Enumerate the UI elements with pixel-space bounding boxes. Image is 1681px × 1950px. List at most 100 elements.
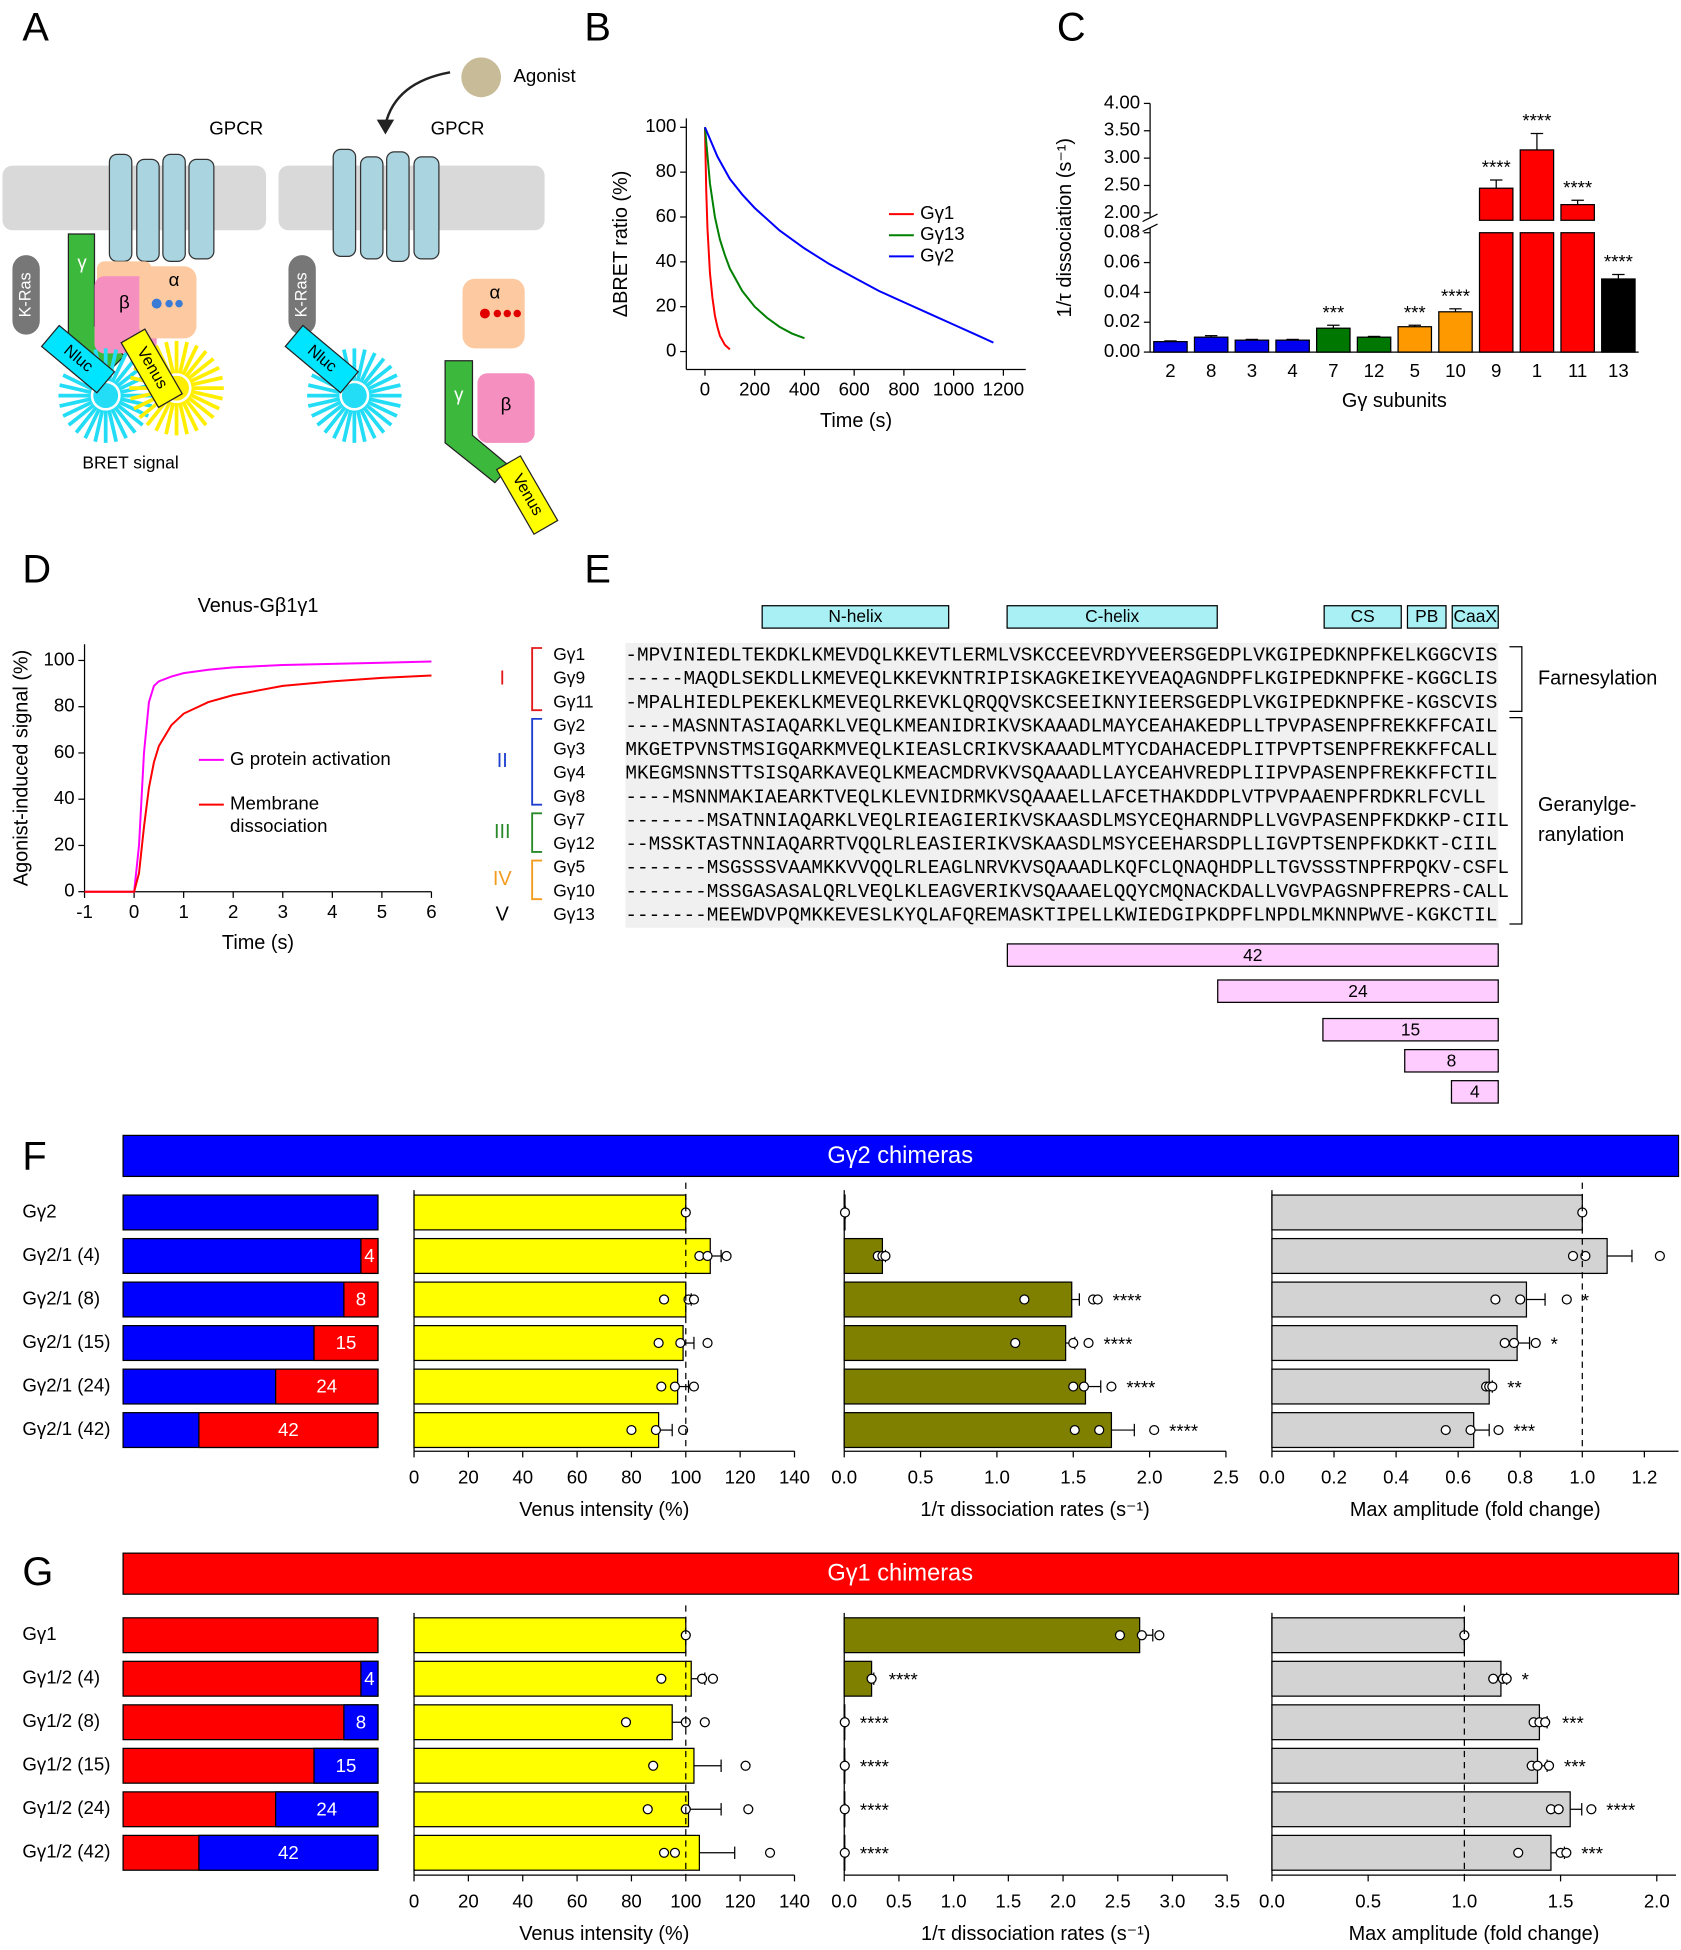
panel-label: B bbox=[584, 6, 611, 50]
significance: ** bbox=[1507, 1377, 1522, 1398]
swap-label: 24 bbox=[316, 1798, 337, 1819]
x-tick-label: 120 bbox=[725, 1466, 756, 1487]
y-tick-label: 40 bbox=[54, 787, 75, 808]
ray bbox=[362, 406, 386, 434]
panel-label: C bbox=[1057, 6, 1086, 50]
swap-label: 4 bbox=[364, 1668, 374, 1689]
group-label: I bbox=[500, 667, 506, 689]
dot bbox=[493, 309, 502, 318]
ray bbox=[316, 403, 344, 427]
bar bbox=[1438, 311, 1473, 353]
row-label: Gγ1 bbox=[22, 1623, 56, 1644]
significance: *** bbox=[1513, 1420, 1535, 1441]
x-tick-label: 1.0 bbox=[1451, 1890, 1477, 1911]
bar bbox=[1234, 339, 1270, 353]
legend-label-box: Membrane dissociation bbox=[230, 793, 327, 837]
panel-label: A bbox=[22, 6, 49, 50]
bar-lower bbox=[1478, 232, 1514, 353]
bar bbox=[843, 1617, 1141, 1654]
x-tick-label: 8 bbox=[1206, 360, 1216, 381]
x-axis-label: Venus intensity (%) bbox=[519, 1923, 689, 1945]
bar bbox=[413, 1660, 692, 1697]
x-tick-label: 2 bbox=[1165, 360, 1175, 381]
nluc: Nluc bbox=[284, 324, 360, 394]
ray bbox=[342, 409, 353, 443]
chimera-base bbox=[122, 1660, 379, 1697]
row-label: Gγ2/1 (8) bbox=[22, 1287, 100, 1308]
segment bbox=[1322, 1017, 1499, 1042]
y-axis-label: Agonist-induced signal (%) bbox=[11, 650, 33, 886]
data-point bbox=[1149, 1424, 1160, 1436]
dot bbox=[513, 309, 521, 318]
modification-label: ranylation bbox=[1538, 824, 1624, 846]
group-bracket bbox=[531, 647, 543, 712]
group-label: II bbox=[497, 750, 508, 772]
data-point bbox=[675, 1337, 686, 1349]
y-tick-label: 80 bbox=[54, 695, 75, 716]
gamma-name: Gγ3 bbox=[553, 739, 585, 759]
helix bbox=[136, 158, 160, 262]
panel-label: E bbox=[584, 548, 611, 592]
segment bbox=[1404, 1048, 1499, 1073]
x-tick-label: 140 bbox=[779, 1466, 810, 1487]
x-tick-label: 60 bbox=[567, 1890, 588, 1911]
gamma-name: Gγ10 bbox=[553, 880, 595, 900]
data-point bbox=[669, 1381, 681, 1392]
ray bbox=[187, 357, 215, 381]
ray bbox=[119, 397, 153, 408]
bar bbox=[1271, 1704, 1541, 1741]
ray bbox=[113, 406, 137, 434]
significance: **** bbox=[1126, 1377, 1155, 1398]
dot bbox=[175, 299, 183, 308]
segment bbox=[1217, 979, 1499, 1003]
y-tick-label: 2.50 bbox=[1104, 173, 1140, 194]
bar bbox=[413, 1747, 695, 1784]
label: α bbox=[489, 282, 500, 303]
bar bbox=[1271, 1194, 1583, 1231]
x-tick-label: 40 bbox=[512, 1466, 533, 1487]
y-tick-label: 0 bbox=[64, 880, 74, 901]
k-ras bbox=[12, 255, 40, 335]
agonist bbox=[461, 57, 502, 98]
swap-label: 15 bbox=[336, 1755, 357, 1776]
y-tick-label: 2.00 bbox=[1104, 201, 1140, 222]
swap-label: 42 bbox=[278, 1419, 299, 1440]
x-tick-label: 1200 bbox=[983, 379, 1024, 400]
ray bbox=[62, 400, 94, 418]
data-point bbox=[1580, 1250, 1591, 1262]
ray bbox=[368, 397, 401, 408]
modification-label: Farnesylation bbox=[1538, 667, 1657, 689]
group-bracket bbox=[531, 717, 543, 806]
bar-lower bbox=[1560, 232, 1595, 353]
line-series bbox=[703, 127, 805, 340]
sequence: -------MSGSSSVAAMKKVVQQLRLEAGLNRVKVSQAAA… bbox=[625, 857, 1509, 879]
data-point bbox=[1553, 1804, 1564, 1815]
label: Agonist bbox=[514, 65, 577, 86]
row-label: Gγ2/1 (4) bbox=[22, 1244, 100, 1265]
significance: **** bbox=[1103, 1333, 1132, 1354]
data-point bbox=[1513, 1847, 1524, 1858]
sequence: --MSSKTASTNNIAQARRTVQQLRLEASIERIKVSKAASD… bbox=[625, 834, 1497, 856]
helix bbox=[162, 153, 186, 262]
x-tick-label: 0.4 bbox=[1383, 1466, 1409, 1487]
arrowhead bbox=[376, 119, 395, 135]
data-point bbox=[1136, 1630, 1147, 1641]
x-tick-label: 2.0 bbox=[1050, 1890, 1076, 1911]
swap-label: 4 bbox=[364, 1245, 374, 1266]
venus-box bbox=[120, 328, 184, 409]
nluc-box bbox=[40, 324, 116, 394]
ray bbox=[184, 398, 208, 427]
ray bbox=[190, 375, 224, 387]
x-tick-label: 12 bbox=[1364, 360, 1385, 381]
bar bbox=[1271, 1834, 1552, 1871]
x-tick-label: 1 bbox=[1532, 360, 1542, 381]
x-axis-label: Venus intensity (%) bbox=[519, 1499, 689, 1521]
x-tick-label: 2.0 bbox=[1644, 1890, 1670, 1911]
line-series bbox=[703, 127, 731, 351]
row-label: Gγ1/2 (4) bbox=[22, 1667, 100, 1688]
x-tick-label: 0.2 bbox=[1321, 1466, 1347, 1487]
helix bbox=[359, 156, 384, 260]
line-series bbox=[704, 126, 994, 344]
gamma-name: Gγ4 bbox=[553, 762, 585, 782]
